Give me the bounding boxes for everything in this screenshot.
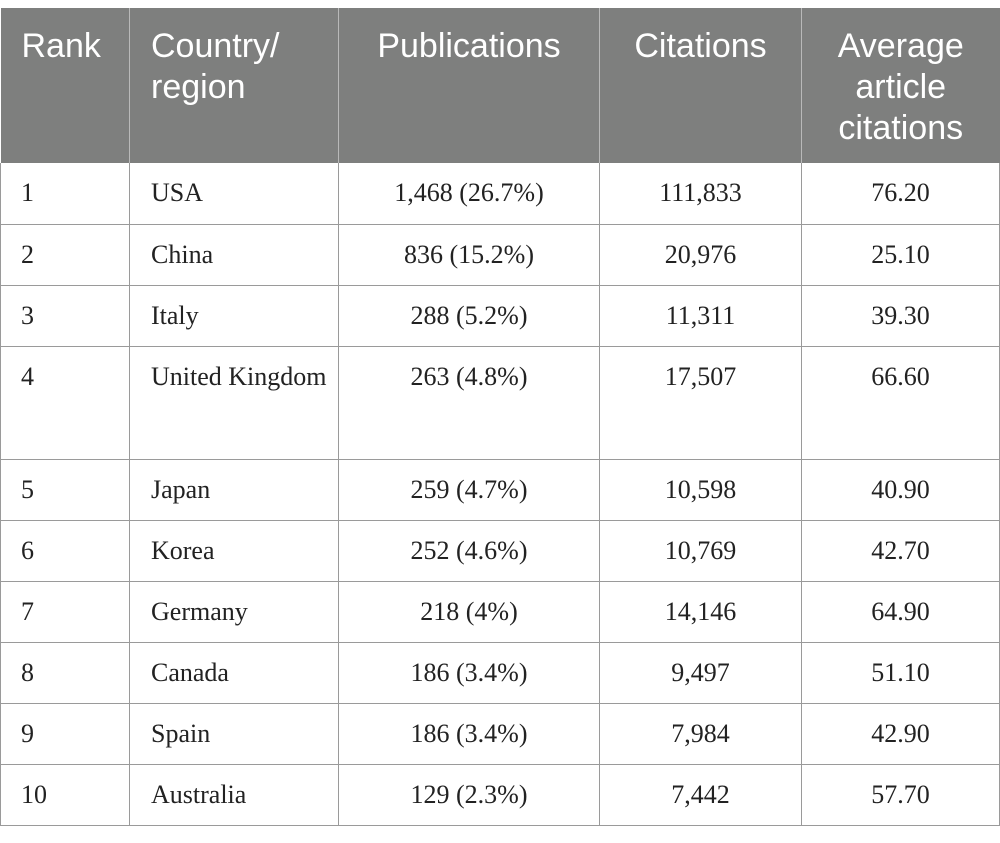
header-citations: Citations — [599, 8, 802, 163]
table-row: 6 Korea 252 (4.6%) 10,769 42.70 — [0, 520, 1000, 582]
header-publications: Publications — [338, 8, 600, 163]
average-citations-cell: 42.90 — [801, 703, 1000, 765]
country-cell: Italy — [129, 285, 339, 347]
country-cell: Germany — [129, 581, 339, 643]
citations-cell: 14,146 — [599, 581, 802, 643]
rank-cell: 6 — [0, 520, 130, 582]
country-cell: United Kingdom — [129, 346, 339, 460]
header-average-line3: citations — [838, 109, 964, 147]
citations-cell: 11,311 — [599, 285, 802, 347]
rank-cell: 10 — [0, 764, 130, 826]
country-cell: USA — [129, 163, 339, 225]
rank-cell: 5 — [0, 459, 130, 521]
average-citations-cell: 66.60 — [801, 346, 1000, 460]
average-citations-cell: 76.20 — [801, 163, 1000, 225]
table-body: 1 USA 1,468 (26.7%) 111,833 76.20 2 China 836 (… — [0, 163, 1000, 826]
table-row: 4 United Kingdom 263 (4.8%) 17,507 66.60 — [0, 346, 1000, 460]
header-row: Rank Country/region Publications Citatio… — [0, 8, 1000, 163]
average-citations-cell: 42.70 — [801, 520, 1000, 582]
country-cell: Australia — [129, 764, 339, 826]
publications-cell: 259 (4.7%) — [338, 459, 600, 521]
table-row: 3 Italy 288 (5.2%) 11,311 39.30 — [0, 285, 1000, 347]
table-row: 8 Canada 186 (3.4%) 9,497 51.10 — [0, 642, 1000, 704]
table-row: 7 Germany 218 (4%) 14,146 64.90 — [0, 581, 1000, 643]
rank-cell: 3 — [0, 285, 130, 347]
average-citations-cell: 40.90 — [801, 459, 1000, 521]
table-row: 10 Australia 129 (2.3%) 7,442 57.70 — [0, 764, 1000, 826]
header-country-line2: region — [151, 68, 246, 106]
citations-cell: 9,497 — [599, 642, 802, 704]
table-row: 9 Spain 186 (3.4%) 7,984 42.90 — [0, 703, 1000, 765]
publications-cell: 252 (4.6%) — [338, 520, 600, 582]
citations-cell: 20,976 — [599, 224, 802, 286]
table-header: Rank Country/region Publications Citatio… — [0, 8, 1000, 163]
header-country: Country/region — [129, 8, 339, 163]
publications-cell: 288 (5.2%) — [338, 285, 600, 347]
publications-cell: 263 (4.8%) — [338, 346, 600, 460]
publications-cell: 836 (15.2%) — [338, 224, 600, 286]
citations-cell: 111,833 — [599, 163, 802, 225]
country-cell: Spain — [129, 703, 339, 765]
publications-cell: 1,468 (26.7%) — [338, 163, 600, 225]
rank-cell: 4 — [0, 346, 130, 460]
country-cell: Canada — [129, 642, 339, 704]
average-citations-cell: 64.90 — [801, 581, 1000, 643]
citations-cell: 10,769 — [599, 520, 802, 582]
rank-cell: 9 — [0, 703, 130, 765]
rank-cell: 8 — [0, 642, 130, 704]
publications-cell: 186 (3.4%) — [338, 703, 600, 765]
average-citations-cell: 25.10 — [801, 224, 1000, 286]
rank-cell: 2 — [0, 224, 130, 286]
citations-cell: 7,984 — [599, 703, 802, 765]
citations-cell: 17,507 — [599, 346, 802, 460]
header-average-line2: article — [855, 68, 947, 106]
country-cell: Korea — [129, 520, 339, 582]
header-average-line1: Average — [837, 27, 964, 65]
average-citations-cell: 51.10 — [801, 642, 1000, 704]
publications-cell: 186 (3.4%) — [338, 642, 600, 704]
table-row: 1 USA 1,468 (26.7%) 111,833 76.20 — [0, 163, 1000, 225]
header-rank: Rank — [0, 8, 130, 163]
publications-cell: 129 (2.3%) — [338, 764, 600, 826]
country-cell: Japan — [129, 459, 339, 521]
rank-cell: 1 — [0, 163, 130, 225]
citations-cell: 7,442 — [599, 764, 802, 826]
publications-cell: 218 (4%) — [338, 581, 600, 643]
rank-cell: 7 — [0, 581, 130, 643]
citations-cell: 10,598 — [599, 459, 802, 521]
table-row: 2 China 836 (15.2%) 20,976 25.10 — [0, 224, 1000, 286]
table-row: 5 Japan 259 (4.7%) 10,598 40.90 — [0, 459, 1000, 521]
country-cell: China — [129, 224, 339, 286]
header-country-line1: Country/ — [151, 27, 280, 65]
header-average: Average article citations — [801, 8, 1000, 163]
average-citations-cell: 57.70 — [801, 764, 1000, 826]
country-publications-table: Rank Country/region Publications Citatio… — [0, 8, 1000, 826]
average-citations-cell: 39.30 — [801, 285, 1000, 347]
